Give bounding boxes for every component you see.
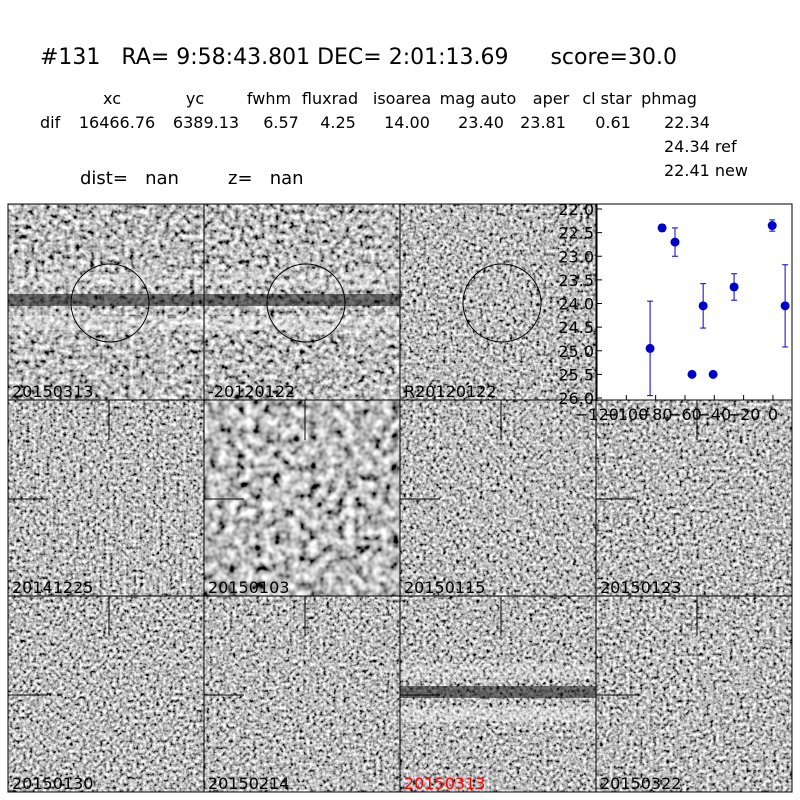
panel-label: 20150123	[600, 578, 681, 597]
table-cell: 23.40	[458, 113, 504, 132]
point	[708, 369, 718, 379]
column-header: mag auto	[440, 89, 517, 108]
panel-label: 20150115	[404, 578, 485, 597]
x-tick-label: −120	[575, 405, 619, 424]
image-panel	[8, 596, 204, 792]
column-header: yc	[186, 89, 204, 108]
aperture	[70, 263, 150, 343]
y-tick-label: 24.0	[558, 295, 594, 314]
streak	[8, 294, 204, 306]
y-tick-label: 23.0	[558, 247, 594, 266]
streak-glow	[204, 316, 400, 330]
panel-label: -20120122	[208, 382, 295, 401]
panel-label: 20150130	[12, 774, 93, 793]
table-cell: 4.25	[320, 113, 356, 132]
y-tick-label: 22.5	[558, 224, 594, 243]
point	[780, 301, 790, 311]
title: #131 RA= 9:58:43.801 DEC= 2:01:13.69 sco…	[40, 45, 677, 70]
point	[698, 301, 708, 311]
column-header: fluxrad	[302, 89, 358, 108]
streak-glow	[8, 316, 204, 330]
panel-label: 20150214	[208, 774, 289, 793]
z: z= nan	[228, 168, 304, 189]
y-tick-label: 26.0	[558, 389, 594, 408]
x-tick-label: −100	[604, 405, 648, 424]
panel-frame	[595, 595, 793, 793]
y-tick-label: 24.5	[558, 318, 594, 337]
y-tick-label: 25.5	[558, 365, 594, 384]
note: 24.34 ref	[664, 137, 737, 156]
streak-glow	[400, 708, 596, 722]
point	[645, 343, 655, 353]
streak-glow	[400, 664, 596, 678]
image-panel	[400, 204, 596, 400]
streak	[204, 294, 400, 306]
image-panel	[596, 400, 792, 596]
y-tick-label: 23.5	[558, 271, 594, 290]
aperture	[462, 263, 542, 343]
plot-area	[596, 203, 793, 401]
streak-glow	[8, 272, 204, 286]
streak	[400, 686, 596, 698]
x-tick-label: 0	[768, 405, 778, 424]
y-tick-label: 25.0	[558, 342, 594, 361]
image-panel	[596, 596, 792, 792]
image-panel	[204, 596, 400, 792]
image-panel	[8, 400, 204, 596]
streak-glow	[204, 272, 400, 286]
image-panel	[400, 400, 596, 596]
panel-label: 20150313	[12, 382, 93, 401]
x-tick-label: −40	[697, 405, 731, 424]
column-header: fwhm	[247, 89, 291, 108]
column-header: xc	[103, 89, 121, 108]
x-tick-label: −80	[639, 405, 673, 424]
note: 22.41 new	[664, 161, 748, 180]
panel-label: 20150322	[600, 774, 681, 793]
point	[767, 221, 777, 231]
point	[657, 223, 667, 233]
column-header: cl star	[582, 89, 632, 108]
table-cell: 0.61	[595, 113, 631, 132]
panel-label: R20120122	[404, 382, 497, 401]
table-cell: 23.81	[520, 113, 566, 132]
image-panel	[204, 400, 400, 596]
x-tick-label: −60	[668, 405, 702, 424]
panel-label: 20150313	[404, 774, 485, 793]
dist: dist= nan	[80, 168, 179, 189]
x-tick-label: −20	[727, 405, 761, 424]
column-header: aper	[533, 89, 570, 108]
table-cell: 14.00	[384, 113, 430, 132]
y-tick-label: 22.0	[558, 200, 594, 219]
table-cell: 16466.76	[79, 113, 155, 132]
column-header: isoarea	[373, 89, 431, 108]
point	[687, 369, 697, 379]
point	[670, 237, 680, 247]
panel-label: 20150103	[208, 578, 289, 597]
aperture	[266, 263, 346, 343]
point	[729, 282, 739, 292]
table-cell: 22.34	[664, 113, 710, 132]
table-cell: 6.57	[263, 113, 299, 132]
row-label: dif	[40, 113, 61, 132]
column-header: phmag	[641, 89, 697, 108]
panel-label: 20141225	[12, 578, 93, 597]
table-cell: 6389.13	[173, 113, 239, 132]
